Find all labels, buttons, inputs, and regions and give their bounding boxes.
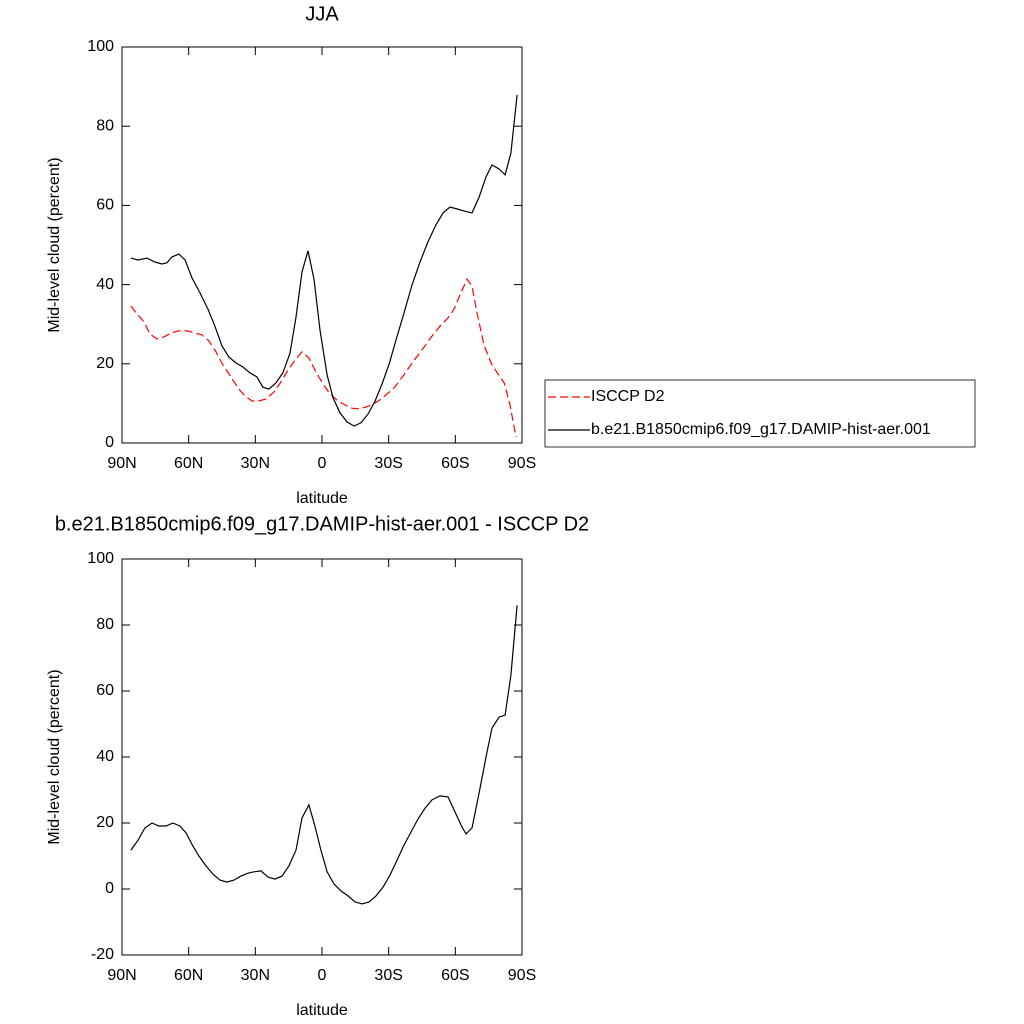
x-tick-label: 90S (508, 455, 536, 472)
x-tick-label: 30N (241, 455, 270, 472)
y-tick-label: 20 (96, 355, 114, 372)
y-axis-label: Mid-level cloud (percent) (46, 157, 63, 332)
x-axis-label: latitude (296, 490, 348, 507)
y-tick-label: 60 (96, 197, 114, 214)
y-tick-label: 80 (96, 616, 114, 633)
x-tick-label: 30N (241, 967, 270, 984)
x-tick-label: 60S (441, 967, 469, 984)
x-tick-label: 90S (508, 967, 536, 984)
chart-title: JJA (305, 3, 339, 25)
x-tick-label: 60S (441, 455, 469, 472)
y-tick-label: 0 (105, 434, 114, 451)
y-tick-label: 100 (87, 550, 114, 567)
x-axis-label: latitude (296, 1002, 348, 1019)
legend-label: b.e21.B1850cmip6.f09_g17.DAMIP-hist-aer.… (591, 421, 931, 438)
x-tick-label: 30S (374, 967, 402, 984)
legend-box (544, 379, 976, 448)
y-tick-label: 80 (96, 117, 114, 134)
x-tick-label: 0 (318, 967, 327, 984)
y-tick-label: 20 (96, 814, 114, 831)
plot-frame (121, 46, 523, 444)
y-tick-label: 60 (96, 682, 114, 699)
x-tick-label: 90N (107, 967, 136, 984)
y-tick-label: 40 (96, 276, 114, 293)
data-line (130, 605, 518, 905)
plot-frame (121, 558, 523, 956)
data-line (130, 94, 518, 427)
x-tick-label: 60N (174, 967, 203, 984)
y-tick-label: -20 (91, 946, 114, 963)
x-tick-label: 30S (374, 455, 402, 472)
x-tick-label: 60N (174, 455, 203, 472)
legend-label: ISCCP D2 (591, 388, 665, 405)
y-tick-label: 40 (96, 748, 114, 765)
x-tick-label: 90N (107, 455, 136, 472)
x-tick-label: 0 (318, 455, 327, 472)
y-axis-label: Mid-level cloud (percent) (46, 669, 63, 844)
y-tick-label: 0 (105, 880, 114, 897)
data-line (130, 277, 517, 438)
y-tick-label: 100 (87, 38, 114, 55)
chart-title: b.e21.B1850cmip6.f09_g17.DAMIP-hist-aer.… (55, 513, 589, 535)
